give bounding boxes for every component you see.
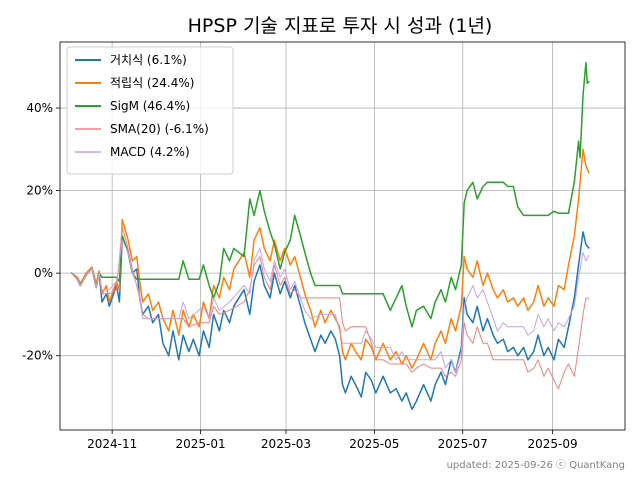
legend: 거치식 (6.1%) 적립식 (24.4%) SigM (46.4%) SMA(20)… [66, 46, 234, 175]
legend-label: 거치식 (6.1%) [110, 53, 187, 67]
x-tick-label: 2024-11 [87, 437, 137, 451]
y-tick-label: 40% [26, 101, 53, 115]
x-tick-label: 2025-01 [175, 437, 225, 451]
legend-box [66, 46, 234, 175]
series-lines [70, 61, 590, 411]
x-tick-label: 2025-03 [261, 437, 311, 451]
axis-ticks: 2024-11 2025-01 2025-03 2025-05 2025-07 2025-… [22, 101, 578, 451]
plot-frame [59, 41, 626, 431]
series-line-1 [70, 231, 590, 411]
series-line-5 [71, 239, 590, 373]
y-tick-label: 0% [34, 266, 53, 280]
legend-label: SMA(20) (-6.1%) [110, 122, 209, 136]
y-tick-label: 20% [26, 184, 53, 198]
x-tick-label: 2025-05 [349, 437, 399, 451]
x-tick-label: 2025-09 [527, 437, 577, 451]
series-line-2 [70, 148, 590, 369]
legend-label: 적립식 (24.4%) [110, 76, 194, 90]
legend-label: MACD (4.2%) [110, 145, 190, 159]
y-tick-label: -20% [22, 349, 53, 363]
footer-credit: updated: 2025-09-26 ⓒ QuantKang [447, 459, 625, 471]
chart-title: HPSP 기술 지표로 투자 시 성과 (1년) [188, 15, 493, 37]
x-tick-label: 2025-07 [438, 437, 488, 451]
legend-label: SigM (46.4%) [110, 99, 190, 113]
